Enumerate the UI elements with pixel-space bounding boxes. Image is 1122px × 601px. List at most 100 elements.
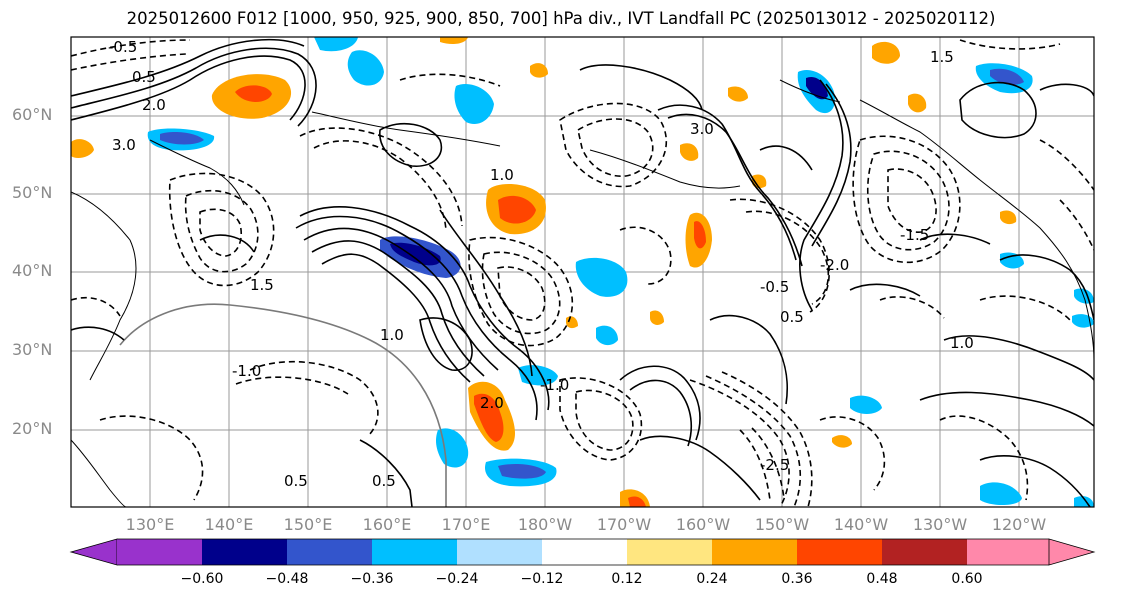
contour-label: 2.0 [480,394,504,412]
colorbar-segment [372,539,457,565]
colorbar-tick: 0.24 [696,571,728,587]
cool-patch [850,395,882,414]
colorbar-tick: 0.36 [781,571,813,587]
contour-label: -2.0 [820,256,849,274]
contour-label: 1.5 [930,48,954,66]
cool-patch [596,325,618,346]
lon-label: 140°W [833,515,889,534]
colorbar [69,538,1096,566]
warm-patch [440,37,468,45]
contour-label: 2.0 [142,96,166,114]
warm-patch [728,86,748,102]
lat-label: 30°N [12,340,53,359]
lon-label: 160°W [675,515,731,534]
colorbar-tick: −0.60 [180,571,224,587]
lon-label: 130°E [125,515,175,534]
figure-title: 2025012600 F012 [1000, 950, 925, 900, 85… [126,9,996,28]
colorbar-segment [457,539,542,565]
contour-label: 0.5 [372,472,396,490]
lon-label: 160°E [362,515,412,534]
contour-label: -0.5 [108,38,137,56]
graticule [71,37,1094,507]
colorbar-tick: 0.60 [951,571,983,587]
colorbar-tick: 0.48 [866,571,898,587]
contour-label: 0.5 [132,68,156,86]
colorbar-tick: −0.36 [350,571,394,587]
lat-label: 50°N [12,183,53,202]
lon-label: 150°E [283,515,333,534]
shaded-divergence [71,37,1094,507]
warm-patch [566,316,578,329]
contour-label: 3.0 [112,136,136,154]
contour-label: 1.0 [380,326,404,344]
colorbar-segment [797,539,882,565]
warm-patch [752,174,767,189]
contour-label: -1.5 [900,226,929,244]
lon-label: 120°W [991,515,1047,534]
warm-patch [628,496,646,507]
colorbar-segment [1048,538,1096,566]
coastline [71,79,1094,507]
contour-labels: -0.5 0.5 2.0 3.0 1.5 -1.0 1.0 -2.0 -1.5 … [108,38,974,490]
lat-label: 20°N [12,419,53,438]
colorbar-segment [627,539,712,565]
contour-label: 3.0 [690,120,714,138]
contour-label: 1.0 [950,334,974,352]
reference-arcs [119,303,447,507]
lon-label: 140°E [204,515,254,534]
dashed-contours [71,39,1094,507]
warm-patch [235,85,272,102]
warm-patch [498,195,536,224]
contour-label: -0.5 [760,278,789,296]
warm-patch [474,393,504,442]
cool-patch [575,257,628,297]
warm-patch [1000,210,1017,225]
lon-label: 150°W [754,515,810,534]
colorbar-segment [202,539,287,565]
colorbar-tick: 0.12 [611,571,643,587]
colorbar-tick: −0.24 [435,571,479,587]
cool-patch [347,50,384,86]
lat-label: 40°N [12,261,53,280]
warm-patch [650,310,664,325]
contour-label: -1.0 [232,362,261,380]
cool-patch [314,37,358,52]
colorbar-tick: −0.48 [265,571,309,587]
cool-patch [990,68,1024,85]
colorbar-segment [542,539,627,565]
contour-label: 0.5 [284,472,308,490]
warm-patch [530,63,548,78]
cool-patch [1000,252,1024,269]
colorbar-segment [69,538,118,566]
cool-patch [436,428,469,468]
colorbar-segment [287,539,372,565]
cool-patch [498,464,546,479]
colorbar-segment [117,539,202,565]
cool-patch [390,242,441,266]
cool-patch [806,76,828,100]
warm-patch [694,221,706,249]
map-frame [70,36,1095,508]
lon-label: 130°W [912,515,968,534]
contour-label: 1.0 [490,166,514,184]
cool-patch [160,132,204,145]
colorbar-tick: −0.12 [520,571,564,587]
contour-label: -1.0 [540,376,569,394]
contour-label: 0.5 [780,308,804,326]
cool-patch [454,84,494,124]
lon-label: 170°W [596,515,652,534]
colorbar-segment [882,539,967,565]
solid-contours [71,38,1094,507]
warm-patch [71,139,94,158]
lon-label: 180°W [517,515,573,534]
cool-patch [980,482,1022,506]
warm-patch [908,93,927,113]
warm-patch [872,41,900,64]
colorbar-segment [967,539,1049,565]
contour-label: -2.5 [760,456,789,474]
contour-label: 1.5 [250,276,274,294]
colorbar-segment [712,539,797,565]
lon-label: 170°E [441,515,491,534]
warm-patch [680,143,699,161]
